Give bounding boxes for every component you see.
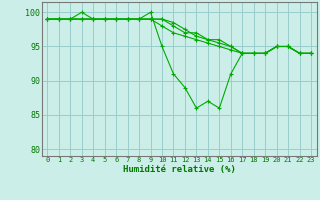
X-axis label: Humidité relative (%): Humidité relative (%) <box>123 165 236 174</box>
